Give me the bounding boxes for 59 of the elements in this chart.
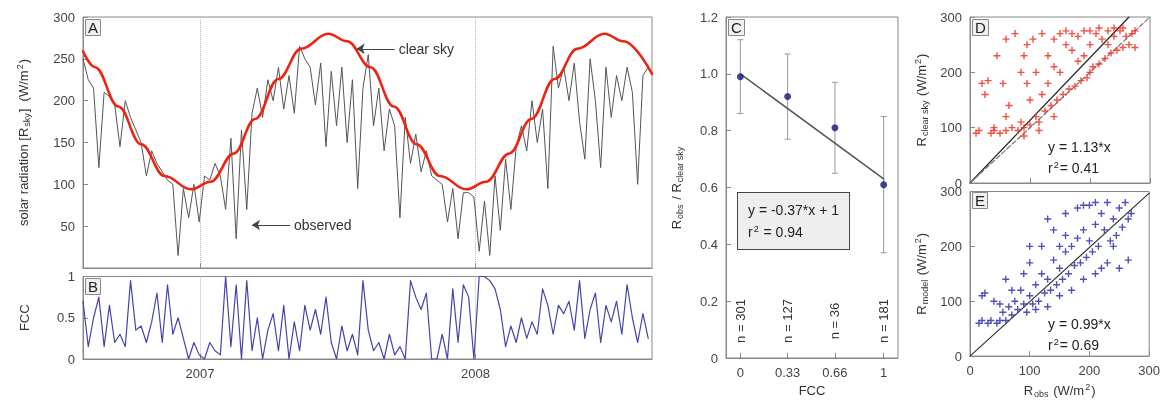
y-tick-label: 0.8: [699, 123, 718, 139]
point: [831, 124, 839, 132]
y-tick-label: 200: [940, 64, 962, 80]
y-axis-title: Rmodel (W/m2): [912, 232, 930, 315]
y-tick-label: 100: [53, 176, 75, 192]
x-tick-label: 2007: [185, 366, 215, 381]
y-tick-label: 100: [940, 120, 962, 136]
y-axis-title: Rclear sky (W/m2): [912, 53, 930, 147]
y-axis-title: solar radiation [Rsky] (W/m2): [14, 59, 32, 226]
y-tick-label: 150: [53, 135, 75, 150]
y-tick-label: 0: [954, 348, 962, 364]
annotation: y = -0.37*x + 1: [748, 202, 840, 218]
y-tick-label: 1.0: [699, 66, 718, 82]
chart-title: B: [88, 278, 99, 295]
y-tick-label: 200: [53, 93, 75, 109]
y-tick-label: 50: [60, 218, 75, 234]
x-tick-label: 0.33: [774, 365, 801, 380]
y-tick-label: 1: [67, 269, 75, 284]
y-tick-label: 0.4: [699, 236, 718, 252]
chart-title: D: [975, 19, 986, 36]
point: [880, 181, 888, 189]
y-tick-label: 250: [53, 51, 75, 67]
y-tick-label: 1.2: [699, 9, 718, 25]
y-tick-label: 300: [940, 9, 962, 25]
x-tick-label: 0.66: [822, 365, 848, 380]
y-tick-label: 300: [53, 9, 75, 25]
y-axis-title: FCC: [17, 304, 32, 332]
chart-title: E: [975, 192, 986, 209]
annotation: n = 36: [826, 302, 842, 340]
y-tick-label: 100: [940, 293, 962, 309]
x-tick-label: 0: [736, 365, 744, 380]
point: [784, 93, 792, 101]
y-tick-label: 0.2: [699, 293, 718, 309]
annotation: n = 127: [779, 299, 795, 343]
x-tick-label: 200: [1078, 363, 1101, 379]
y-tick-label: 0.6: [699, 180, 718, 195]
x-tick-label: 1: [880, 365, 888, 380]
annotation: n = 301: [732, 299, 748, 343]
y-axis-title: Robs / Rclear sky: [668, 146, 685, 230]
line-series: [82, 275, 649, 360]
y-tick-label: 0.5: [56, 310, 75, 326]
point: [736, 73, 744, 81]
y-tick-label: 0: [67, 351, 75, 367]
annotation: y = 1.13*x: [1048, 139, 1111, 155]
chart-title: A: [88, 19, 99, 36]
chart-title: C: [731, 19, 742, 36]
annotation: y = 0.99*x: [1048, 316, 1111, 332]
x-tick-label: 0: [966, 363, 974, 379]
x-tick-label: 100: [1018, 363, 1041, 379]
y-tick-label: 200: [940, 238, 962, 254]
annotation: clear sky: [398, 40, 454, 57]
annotation: n = 181: [875, 299, 891, 343]
annotation: observed: [294, 217, 352, 233]
x-tick-label: 2008: [460, 366, 490, 381]
line-series: [82, 45, 649, 256]
y-tick-label: 0: [710, 350, 718, 366]
x-axis-title: FCC: [798, 383, 826, 398]
x-tick-label: 300: [1138, 363, 1161, 379]
line-series: [81, 32, 654, 191]
